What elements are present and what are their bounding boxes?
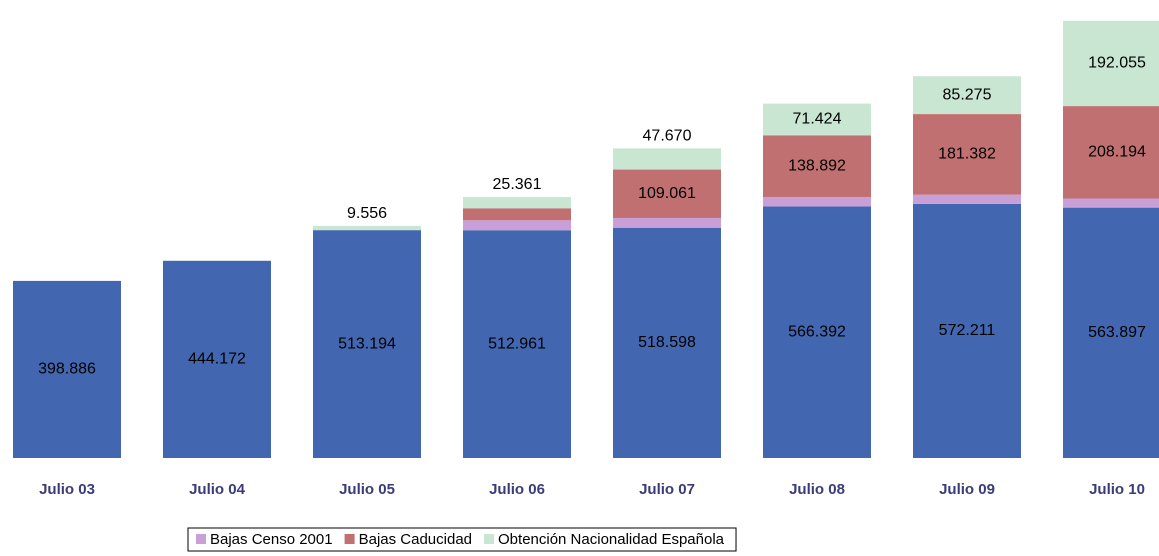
bar-segment xyxy=(463,220,571,231)
legend-swatch xyxy=(196,534,206,544)
bar-segment xyxy=(313,225,421,231)
data-label: 512.961 xyxy=(488,335,546,352)
bar-segment xyxy=(1063,198,1159,208)
bar-segment xyxy=(763,103,871,136)
bar-segment xyxy=(463,197,571,209)
data-label: 566.392 xyxy=(788,323,846,340)
bar-segment xyxy=(763,206,871,458)
data-label: 444.172 xyxy=(188,351,246,368)
bar-segment xyxy=(613,227,721,458)
bar-segment xyxy=(613,217,721,228)
bar-segment xyxy=(613,169,721,218)
x-tick-label: Julio 05 xyxy=(339,481,395,498)
data-label: 25.361 xyxy=(493,176,542,193)
bar-segment xyxy=(463,208,571,221)
bar-segment xyxy=(913,114,1021,195)
data-label: 513.194 xyxy=(338,335,396,352)
data-label: 181.382 xyxy=(938,146,996,163)
legend-box xyxy=(187,527,737,552)
bar-segment xyxy=(1063,106,1159,199)
bar-segment xyxy=(763,135,871,197)
x-tick-label: Julio 08 xyxy=(789,481,845,498)
bar-segment xyxy=(763,196,871,207)
x-tick-label: Julio 10 xyxy=(1089,481,1145,498)
data-label: 47.670 xyxy=(643,128,692,145)
legend-label: Bajas Caducidad xyxy=(359,531,472,548)
data-label: 109.061 xyxy=(638,185,696,202)
bar-segment xyxy=(1063,207,1159,458)
bar-segment xyxy=(1063,20,1159,107)
bar-segment xyxy=(313,230,421,458)
bar-segment xyxy=(913,76,1021,115)
x-tick-label: Julio 06 xyxy=(489,481,545,498)
bar-segment xyxy=(913,203,1021,458)
x-tick-label: Julio 07 xyxy=(639,481,695,498)
bar-segment xyxy=(163,260,271,458)
data-label: 138.892 xyxy=(788,157,846,174)
data-label: 572.211 xyxy=(939,322,996,339)
data-label: 71.424 xyxy=(793,111,842,128)
data-label: 518.598 xyxy=(638,334,696,351)
legend-swatch xyxy=(484,534,495,544)
x-tick-label: Julio 04 xyxy=(189,481,246,498)
data-label: 398.886 xyxy=(38,361,96,378)
data-label: 9.556 xyxy=(347,205,387,222)
data-label: 192.055 xyxy=(1088,55,1146,72)
legend-swatch xyxy=(344,534,355,544)
data-label: 208.194 xyxy=(1088,144,1146,161)
bar-segment xyxy=(13,280,121,458)
legend-label: Bajas Censo 2001 xyxy=(210,531,333,548)
x-tick-label: Julio 09 xyxy=(939,481,995,498)
data-label: 563.897 xyxy=(1088,324,1146,341)
x-tick-label: Julio 03 xyxy=(39,481,95,498)
data-label: 85.275 xyxy=(943,86,992,103)
bar-segment xyxy=(913,194,1021,204)
bar-segment xyxy=(463,230,571,458)
legend-label: Obtención Nacionalidad Española xyxy=(498,531,725,548)
bar-segment xyxy=(613,148,721,170)
